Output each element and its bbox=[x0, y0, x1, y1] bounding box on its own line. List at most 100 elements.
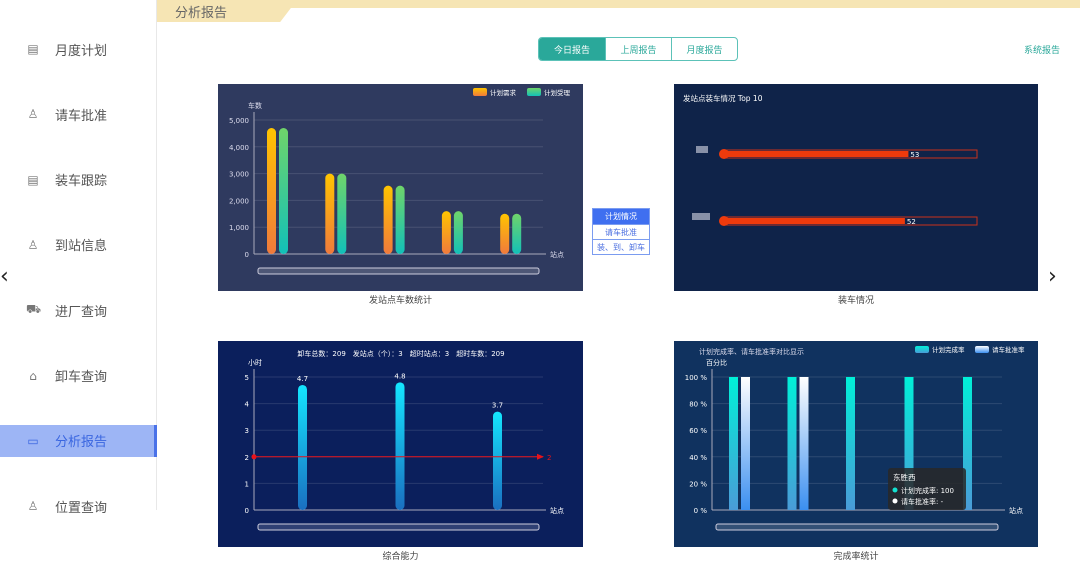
bar bbox=[512, 213, 522, 254]
bar bbox=[500, 213, 510, 254]
bar bbox=[279, 128, 288, 254]
y-axis-label: 车数 bbox=[248, 101, 262, 110]
y-tick-label: 0 bbox=[245, 507, 249, 515]
bar bbox=[846, 377, 855, 510]
y-tick-label: 4,000 bbox=[229, 144, 249, 152]
bar bbox=[383, 185, 393, 254]
y-tick-label: 60 % bbox=[689, 427, 707, 435]
bar bbox=[337, 173, 347, 254]
bar-value-label: 4.7 bbox=[297, 375, 308, 383]
data-zoom-slider[interactable] bbox=[257, 523, 540, 531]
y-tick-label: 2,000 bbox=[229, 197, 249, 205]
mini-menu-approval[interactable]: 请车批准 bbox=[593, 224, 649, 239]
chart-title: 计划完成率、请车批准率对比显示 bbox=[699, 347, 804, 356]
sidebar-item[interactable]: ▤ 装车跟踪 bbox=[0, 164, 157, 196]
legend-label: 计划完成率 bbox=[932, 345, 965, 354]
markline-start bbox=[251, 454, 257, 460]
bar bbox=[787, 377, 797, 510]
chart-overall-capacity: 卸车总数：209 发站点（个）：3 超时站点：3 超时车数：209 0 1 2 3 4 5 小… bbox=[218, 341, 583, 547]
bar-start-dot bbox=[719, 216, 729, 226]
sidebar-item-label: 分析报告 bbox=[55, 435, 108, 451]
y-tick-label: 3 bbox=[245, 427, 249, 435]
sidebar-item-label: 请车批准 bbox=[55, 108, 108, 124]
system-report-link[interactable]: 系统报告 bbox=[1024, 46, 1061, 56]
bar-value-label: 52 bbox=[907, 218, 916, 226]
bar bbox=[395, 382, 405, 510]
chart-caption: 装车情况 bbox=[837, 296, 874, 306]
y-tick-label: 3,000 bbox=[229, 171, 249, 179]
chart-background bbox=[674, 341, 1038, 547]
tooltip-marker bbox=[892, 498, 898, 504]
sidebar-item[interactable]: ♙ 到站信息 bbox=[0, 229, 157, 261]
tooltip-title: 东胜西 bbox=[893, 472, 916, 482]
y-tick-label: 5,000 bbox=[229, 117, 249, 125]
next-arrow-icon[interactable]: › bbox=[1048, 264, 1057, 289]
mini-menu-plan[interactable]: 计划情况 bbox=[593, 209, 649, 224]
summary-text: 卸车总数：209 发站点（个）：3 超时站点：3 超时车数：209 bbox=[297, 349, 504, 358]
report-period-tabs: 今日报告 上周报告 月度报告 bbox=[538, 37, 738, 61]
chart-title: 发站点装车情况 Top 10 bbox=[683, 93, 763, 103]
monitor-icon: ▭ bbox=[27, 433, 39, 448]
tooltip-marker bbox=[892, 487, 898, 493]
truck-icon: ⛟ bbox=[26, 302, 42, 317]
y-tick-label: 5 bbox=[245, 374, 249, 382]
tab-last-week[interactable]: 上周报告 bbox=[605, 38, 671, 60]
lock-box-icon: ⌂ bbox=[29, 368, 37, 383]
legend-swatch bbox=[975, 346, 989, 353]
sidebar-item-label: 到站信息 bbox=[55, 239, 108, 255]
chart-caption: 完成率统计 bbox=[833, 552, 879, 562]
bar bbox=[722, 218, 905, 224]
legend-label: 计划需求 bbox=[490, 88, 517, 97]
y-tick-label: 20 % bbox=[689, 480, 707, 488]
sidebar-item-label: 位置查询 bbox=[55, 500, 108, 516]
legend-swatch bbox=[915, 346, 929, 353]
tooltip-row: 计划完成率: 100 bbox=[901, 486, 954, 495]
sidebar-item[interactable]: ▭ 分析报告 bbox=[0, 424, 157, 457]
bar bbox=[453, 211, 463, 254]
chart-caption: 综合能力 bbox=[382, 552, 419, 562]
tooltip-row: 请车批准率: - bbox=[901, 497, 944, 506]
sidebar-item-label: 装车跟踪 bbox=[55, 174, 108, 190]
tab-monthly[interactable]: 月度报告 bbox=[671, 38, 737, 60]
y-tick-label: 40 % bbox=[689, 454, 707, 462]
x-axis-label: 站点 bbox=[550, 506, 564, 515]
sidebar-item[interactable]: ♙ 位置查询 bbox=[0, 490, 157, 522]
bar bbox=[395, 185, 405, 254]
legend-swatch bbox=[473, 88, 487, 96]
legend-label: 计划受理 bbox=[544, 88, 571, 97]
bar bbox=[493, 411, 502, 510]
sidebar-item-label: 卸车查询 bbox=[55, 370, 108, 385]
bar-value-label: 3.7 bbox=[492, 402, 503, 410]
data-zoom-slider[interactable] bbox=[257, 267, 540, 275]
sidebar-item[interactable]: ⛟ 进厂查询 bbox=[0, 294, 157, 326]
chart-completion-rate: 计划完成率、请车批准率对比显示 0 % 20 % 40 % 60 % 80 % 100 % 百… bbox=[674, 341, 1038, 547]
y-axis-label: 百分比 bbox=[706, 358, 727, 367]
mini-menu-load-arrive-unload[interactable]: 装、到、卸车 bbox=[593, 239, 649, 254]
chart-caption: 发站点车数统计 bbox=[368, 296, 432, 306]
sidebar-item[interactable]: ⌂ 卸车查询 bbox=[0, 360, 157, 392]
chart-loading-top10: 发站点装车情况 Top 10 53 52 bbox=[674, 84, 1038, 291]
y-tick-label: 80 % bbox=[689, 401, 707, 409]
x-axis-label: 站点 bbox=[550, 250, 564, 259]
person-icon: ♙ bbox=[27, 499, 39, 514]
user-location-icon: ♙ bbox=[27, 237, 39, 252]
data-zoom-slider[interactable] bbox=[715, 523, 999, 531]
markline-label: 2 bbox=[547, 454, 551, 462]
y-tick-label: 0 % bbox=[694, 507, 708, 515]
station-label-blurred bbox=[692, 213, 710, 220]
bar-value-label: 53 bbox=[910, 151, 919, 159]
prev-arrow-icon[interactable]: ‹ bbox=[0, 264, 9, 289]
bar bbox=[741, 377, 750, 510]
chart-background bbox=[674, 84, 1038, 291]
sidebar-item[interactable]: ♙ 请车批准 bbox=[0, 98, 157, 130]
bar bbox=[904, 377, 914, 510]
bar bbox=[441, 211, 451, 254]
y-axis-label: 小时 bbox=[248, 358, 262, 367]
tab-today[interactable]: 今日报告 bbox=[539, 38, 605, 60]
bar bbox=[325, 173, 335, 254]
station-label-blurred bbox=[696, 146, 708, 153]
y-tick-label: 100 % bbox=[685, 374, 708, 382]
sidebar-item[interactable]: ▤ 月度计划 bbox=[0, 33, 157, 65]
bar bbox=[298, 384, 307, 510]
